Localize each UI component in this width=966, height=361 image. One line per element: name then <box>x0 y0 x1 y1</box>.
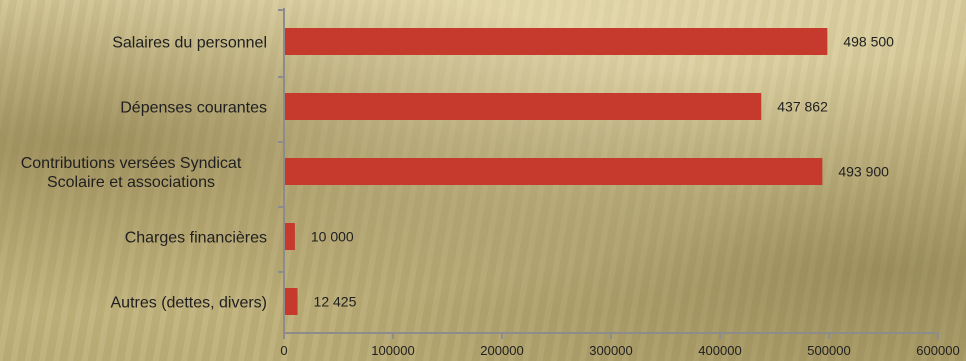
value-label: 10 000 <box>311 229 354 245</box>
bar <box>285 28 828 55</box>
category-label-line: Contributions versées Syndicat <box>21 155 242 172</box>
value-label: 437 862 <box>777 99 828 115</box>
x-tick-label: 400000 <box>698 343 741 358</box>
bar <box>285 223 295 250</box>
x-tick-label: 200000 <box>480 343 523 358</box>
category-label: Charges financières <box>125 230 267 247</box>
value-label: 493 900 <box>838 164 889 180</box>
category-label-line: Dépenses courantes <box>120 100 267 117</box>
x-tick-label: 0 <box>280 343 287 358</box>
category-label-line: Salaires du personnel <box>112 35 267 52</box>
bar <box>285 288 298 315</box>
x-tick-label: 500000 <box>807 343 850 358</box>
category-label-line: Autres (dettes, divers) <box>111 295 268 312</box>
category-label-line: Charges financières <box>125 230 267 247</box>
value-label: 498 500 <box>843 34 894 50</box>
category-label: Autres (dettes, divers) <box>111 295 268 312</box>
category-label: Contributions versées Syndicat Scolaire e… <box>21 155 242 191</box>
x-tick-label: 600000 <box>916 343 959 358</box>
labels-layer: 498 500 Salaires du personnel 437 862 Dépen… <box>21 9 960 358</box>
category-label-line: Scolaire et associations <box>47 174 215 191</box>
bars-layer <box>285 28 828 315</box>
value-label: 12 425 <box>314 294 357 310</box>
category-label: Salaires du personnel <box>112 35 267 52</box>
bar <box>285 158 823 185</box>
x-tick-label: 300000 <box>589 343 632 358</box>
x-tick-label: 100000 <box>371 343 414 358</box>
category-label: Dépenses courantes <box>120 100 267 117</box>
bar <box>285 93 762 120</box>
